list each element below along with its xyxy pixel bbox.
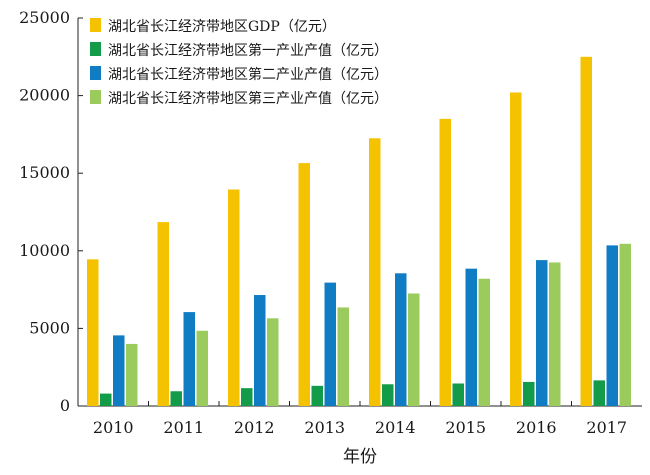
legend-label: 湖北省长江经济带地区GDP（亿元）	[108, 19, 336, 35]
bar-series3	[113, 335, 125, 406]
x-tick-label: 2014	[375, 418, 416, 437]
bar-series2	[382, 384, 394, 406]
x-tick-label: 2015	[445, 418, 486, 437]
y-tick-label: 10000	[19, 241, 70, 260]
bar-series1	[157, 222, 169, 406]
bar-series4	[337, 307, 349, 406]
legend-label: 湖北省长江经济带地区第二产业产值（亿元）	[108, 66, 388, 83]
bar-series2	[311, 385, 323, 406]
bar-series3	[465, 268, 477, 406]
bar-series4	[267, 318, 279, 406]
bar-series1	[228, 189, 240, 406]
bars	[87, 56, 631, 407]
legend-swatch	[90, 42, 101, 56]
bar-series1	[510, 92, 522, 406]
legend-swatch	[90, 18, 101, 32]
x-tick-label: 2012	[234, 418, 275, 437]
bar-series2	[241, 388, 253, 406]
legend-label: 湖北省长江经济带地区第三产业产值（亿元）	[108, 90, 388, 107]
bar-series1	[87, 259, 99, 406]
x-tick-label: 2016	[516, 418, 557, 437]
bar-series4	[196, 330, 208, 406]
y-tick-label: 25000	[19, 8, 70, 27]
legend-swatch	[90, 66, 101, 80]
bar-series3	[606, 245, 618, 406]
bar-series3	[254, 295, 266, 406]
bar-series3	[395, 273, 407, 406]
bar-series2	[100, 393, 112, 406]
legend: 湖北省长江经济带地区GDP（亿元） 湖北省长江经济带地区第一产业产值（亿元） 湖北省…	[90, 18, 388, 107]
axes: 0 5000 10000 15000 20000 25000 2010 2011 2012 201…	[19, 8, 642, 437]
bar-series3	[324, 282, 336, 406]
bar-series1	[580, 56, 592, 407]
bar-series1	[369, 138, 381, 406]
bar-series3	[536, 260, 548, 406]
x-tick-label: 2013	[304, 418, 345, 437]
bar-series4	[126, 343, 138, 406]
x-axis-title: 年份	[343, 447, 377, 467]
bar-series4	[408, 293, 420, 406]
bar-series3	[183, 312, 195, 406]
y-tick-label: 5000	[29, 318, 70, 337]
bar-series4	[619, 243, 631, 406]
legend-swatch	[90, 90, 101, 104]
bar-series4	[549, 262, 561, 406]
y-tick-label: 15000	[19, 163, 70, 182]
bar-series1	[298, 163, 310, 406]
bar-series4	[478, 278, 490, 406]
bar-series2	[452, 383, 464, 406]
bar-series1	[439, 118, 451, 406]
legend-label: 湖北省长江经济带地区第一产业产值（亿元）	[108, 42, 388, 59]
bar-series2	[170, 391, 182, 406]
bar-series2	[523, 381, 535, 406]
x-tick-label: 2011	[163, 418, 204, 437]
y-tick-label: 0	[60, 396, 70, 415]
x-tick-label: 2017	[586, 418, 627, 437]
y-tick-label: 20000	[19, 86, 70, 105]
bar-series2	[593, 380, 605, 406]
x-tick-label: 2010	[93, 418, 134, 437]
